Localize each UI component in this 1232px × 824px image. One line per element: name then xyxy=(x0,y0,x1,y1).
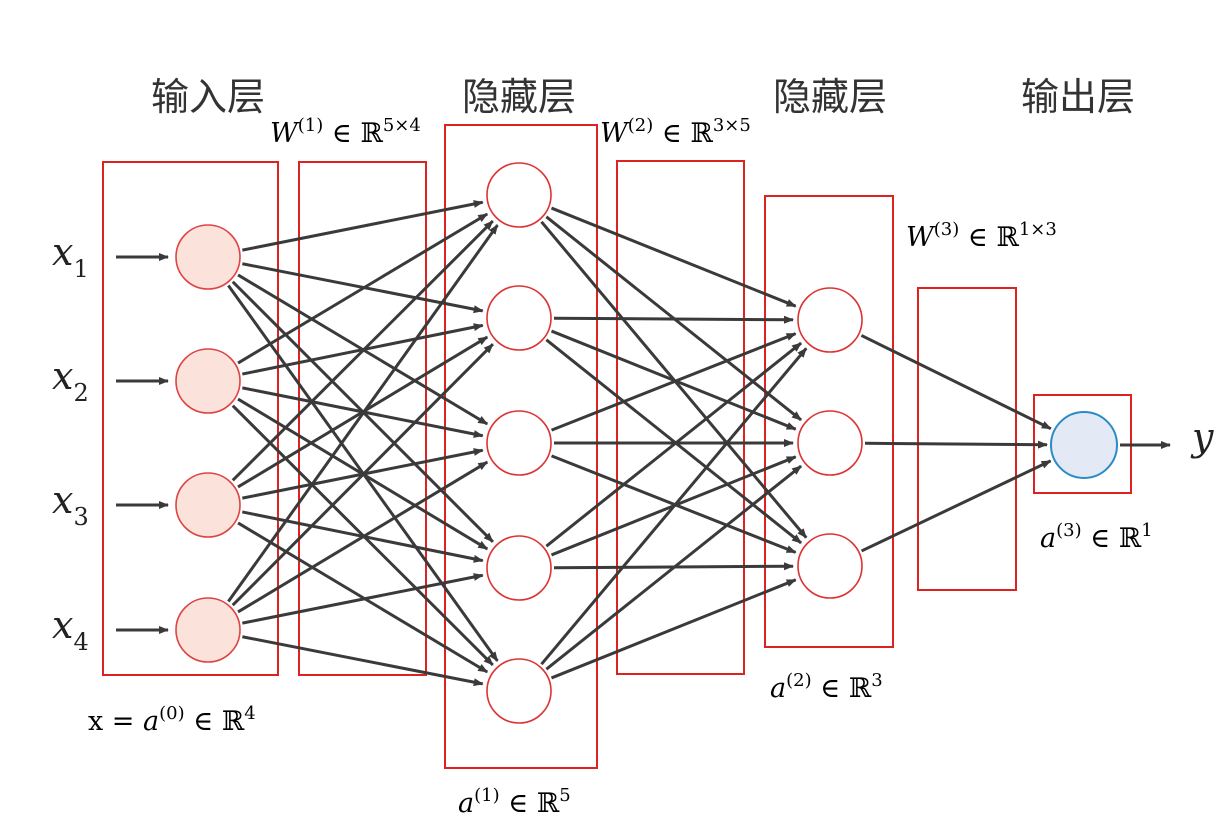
edge-l0-n3-to-n4 xyxy=(242,635,484,687)
edge-l0-n1-to-n0 xyxy=(237,212,489,365)
weight-w3-rel: ∈ ℝ xyxy=(959,222,1019,253)
edge-l1-n2-to-n0 xyxy=(550,332,797,432)
weight-w1-base: W xyxy=(270,118,300,149)
neuron-layer1-2 xyxy=(486,285,552,351)
input-label-sub: 2 xyxy=(73,379,88,407)
edge-l0-n3-to-n3 xyxy=(242,573,484,625)
activation-a3-sup: (3) xyxy=(1056,520,1082,541)
input-label-sub: 4 xyxy=(73,628,88,656)
input-label-base: x xyxy=(52,230,73,274)
edge-l0-n2-to-n0 xyxy=(231,220,494,482)
activation-a0-base: a xyxy=(143,706,159,737)
weight-w3-sup: (3) xyxy=(934,219,960,240)
activation-label-a1: a(1) ∈ ℝ5 xyxy=(458,785,571,819)
weight-label-w2: W(2) ∈ ℝ3×5 xyxy=(600,115,751,149)
edge-l2-n0-to-n0 xyxy=(860,334,1052,431)
activation-a2-dim: 3 xyxy=(871,670,882,691)
neuron-layer2-1 xyxy=(797,287,863,353)
neuron-layer1-3 xyxy=(486,410,552,476)
weight-w2-sup: (2) xyxy=(628,115,654,136)
edge-l1-n4-to-n0 xyxy=(540,347,808,666)
input-label-sub: 1 xyxy=(73,255,88,283)
activation-label-a0: x = a(0) ∈ ℝ4 xyxy=(88,703,256,737)
weight-w3-box xyxy=(917,287,1017,591)
output-label-y: y xyxy=(1190,415,1214,459)
weight-w2-rel: ∈ ℝ xyxy=(653,118,713,149)
weight-w3-base: W xyxy=(906,222,936,253)
edge-l0-n3-to-n1 xyxy=(231,343,494,607)
weight-w1-sup: (1) xyxy=(298,115,324,136)
connection-edges xyxy=(116,200,1171,687)
input-label-base: x xyxy=(52,603,73,647)
neuron-layer1-5 xyxy=(486,658,552,724)
weight-w2-base: W xyxy=(600,118,630,149)
input-layer-box xyxy=(102,161,279,676)
activation-a1-dim: 5 xyxy=(559,785,570,806)
weight-w3-dim: 1×3 xyxy=(1019,219,1057,240)
neuron-layer1-4 xyxy=(486,535,552,601)
activation-a2-base: a xyxy=(770,673,786,704)
input-label-x4: x4 xyxy=(52,603,89,656)
edge-l1-n4-to-n2 xyxy=(550,578,797,680)
hidden-layer-2-box xyxy=(764,195,894,648)
edge-l0-n0-to-n0 xyxy=(242,200,484,252)
edge-l1-n0-to-n0 xyxy=(550,206,797,308)
activation-a1-base: a xyxy=(458,788,474,819)
weight-w2-box xyxy=(616,160,745,675)
activation-a1-sup: (1) xyxy=(474,785,500,806)
edge-l2-n2-to-n0 xyxy=(860,459,1052,553)
activation-a0-sup: (0) xyxy=(159,703,185,724)
activation-a2-sup: (2) xyxy=(786,670,812,691)
neuron-layer0-1 xyxy=(175,224,241,290)
activation-a3-base: a xyxy=(1040,523,1056,554)
hidden-layer-1-box xyxy=(444,124,598,769)
input-label-x1: x1 xyxy=(52,230,89,283)
edge-l1-n3-to-n0 xyxy=(545,341,803,548)
edge-l0-n3-to-n0 xyxy=(227,224,499,603)
input-label-sub: 3 xyxy=(73,503,88,531)
input-label-base: x xyxy=(52,354,73,398)
edge-l0-n3-to-n2 xyxy=(237,460,489,614)
activation-a0-prefix: x = xyxy=(88,706,143,737)
edge-l1-n1-to-n0 xyxy=(553,315,795,324)
input-layer-title: 输入层 xyxy=(151,75,265,119)
weight-w1-box xyxy=(298,161,427,676)
activation-label-a2: a(2) ∈ ℝ3 xyxy=(770,670,883,704)
input-label-x3: x3 xyxy=(52,478,89,531)
weight-label-w3: W(3) ∈ ℝ1×3 xyxy=(906,219,1057,253)
edge-l1-n2-to-n2 xyxy=(550,454,797,554)
neuron-layer2-3 xyxy=(797,533,863,599)
neuron-layer0-2 xyxy=(175,348,241,414)
activation-label-a3: a(3) ∈ ℝ1 xyxy=(1040,520,1153,554)
weight-w2-dim: 3×5 xyxy=(713,115,751,136)
neuron-layer2-2 xyxy=(797,410,863,476)
activation-a3-dim: 1 xyxy=(1141,520,1152,541)
weight-w1-dim: 5×4 xyxy=(383,115,421,136)
layer-boxes xyxy=(102,124,1132,769)
hidden-layer-1-title: 隐藏层 xyxy=(462,75,576,119)
neuron-layer0-3 xyxy=(175,472,241,538)
activation-a3-rel: ∈ ℝ xyxy=(1082,523,1142,554)
neuron-layer1-1 xyxy=(486,162,552,228)
input-label-x2: x2 xyxy=(52,354,89,407)
edge-l0-n2-to-n4 xyxy=(237,521,489,674)
activation-a2-rel: ∈ ℝ xyxy=(812,673,872,704)
activation-a0-rel: ∈ ℝ xyxy=(185,706,245,737)
edge-l1-n1-to-n2 xyxy=(545,338,803,545)
edge-l2-n1-to-n0 xyxy=(864,440,1049,449)
edge-l1-n1-to-n1 xyxy=(550,329,797,431)
weight-label-w1: W(1) ∈ ℝ5×4 xyxy=(270,115,421,149)
neuron-nodes xyxy=(175,162,1118,724)
neuron-layer3-1 xyxy=(1050,411,1118,479)
output-layer-title: 输出层 xyxy=(1021,75,1135,119)
weight-w1-rel: ∈ ℝ xyxy=(323,118,383,149)
neuron-layer0-4 xyxy=(175,597,241,663)
hidden-layer-2-title: 隐藏层 xyxy=(773,75,887,119)
activation-a1-rel: ∈ ℝ xyxy=(500,788,560,819)
activation-a0-dim: 4 xyxy=(244,703,255,724)
edge-l1-n4-to-n1 xyxy=(545,464,803,671)
input-label-base: x xyxy=(52,478,73,522)
